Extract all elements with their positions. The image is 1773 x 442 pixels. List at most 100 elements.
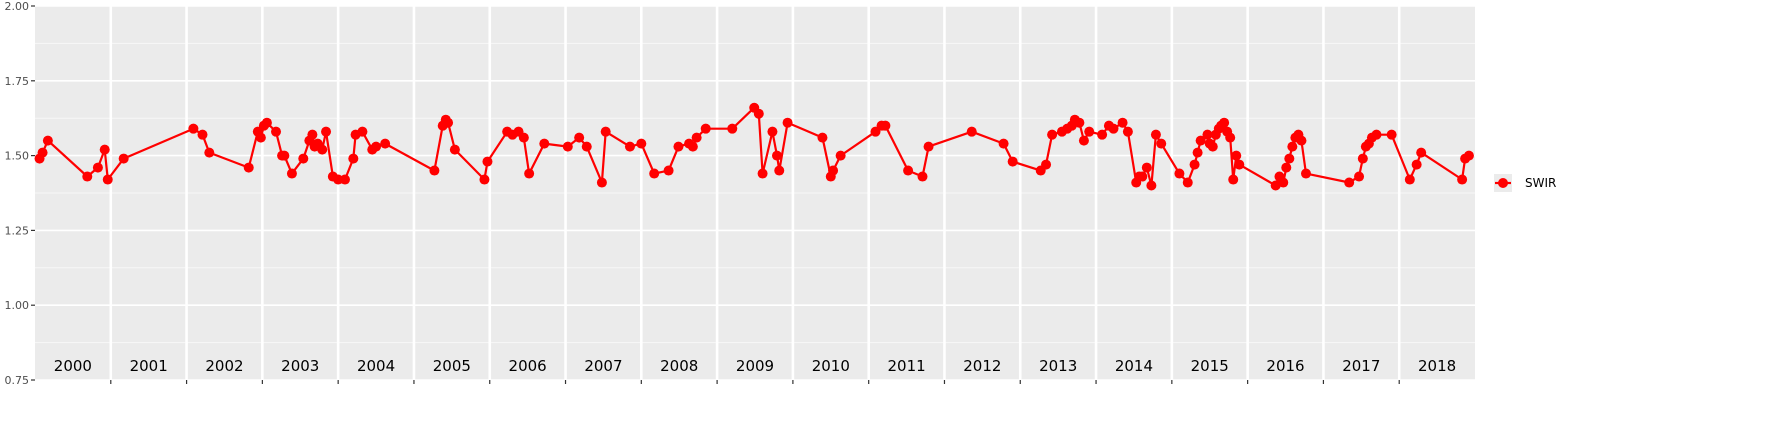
series-layer [34, 102, 1474, 191]
data-point [1150, 129, 1161, 140]
data-point [757, 168, 768, 179]
data-point [82, 171, 93, 182]
data-point [482, 156, 493, 167]
data-point [1137, 171, 1148, 182]
data-point [1195, 135, 1206, 146]
data-point [99, 144, 110, 155]
data-point [771, 150, 782, 161]
year-labels: 2000 2001 2002 2003 2004 2005 2006 2007 2008 2009… [54, 357, 1456, 375]
data-point [286, 168, 297, 179]
data-point [1411, 159, 1422, 170]
data-point [880, 120, 891, 131]
data-point [429, 165, 440, 176]
data-point [574, 132, 585, 143]
legend-key-point [1498, 178, 1508, 188]
data-point [903, 165, 914, 176]
data-point [1354, 171, 1365, 182]
data-point [1357, 153, 1368, 164]
major-gridlines [35, 5, 1475, 381]
data-point [1457, 174, 1468, 185]
data-point [348, 153, 359, 164]
data-point [1371, 129, 1382, 140]
data-point [1300, 168, 1311, 179]
data-point [600, 126, 611, 137]
data-point [479, 174, 490, 185]
data-point [774, 165, 785, 176]
data-point [92, 162, 103, 173]
data-point [1296, 135, 1307, 146]
year-label: 2007 [584, 357, 622, 375]
minor-gridlines [35, 42, 1475, 344]
data-point [1225, 132, 1236, 143]
data-point [443, 117, 454, 128]
data-point [727, 123, 738, 134]
legend: SWIR [1494, 174, 1556, 192]
data-point [998, 138, 1009, 149]
year-label: 2002 [205, 357, 243, 375]
data-point [42, 135, 53, 146]
data-point [1074, 117, 1085, 128]
year-label: 2013 [1039, 357, 1077, 375]
data-point [1344, 177, 1355, 188]
data-point [118, 153, 129, 164]
data-point [204, 147, 215, 158]
data-point [255, 132, 266, 143]
data-point [307, 129, 318, 140]
data-point [562, 141, 573, 152]
legend-label: SWIR [1525, 176, 1556, 190]
year-label: 2000 [54, 357, 92, 375]
data-point [357, 126, 368, 137]
data-point [243, 162, 254, 173]
y-tick-label: 1.75 [5, 75, 30, 88]
data-point [197, 129, 208, 140]
data-point [1270, 180, 1281, 191]
data-point [923, 141, 934, 152]
data-point [1228, 174, 1239, 185]
y-tick-label: 2.00 [5, 0, 30, 13]
year-dividers [109, 6, 1401, 380]
data-point [279, 150, 290, 161]
data-point [767, 126, 778, 137]
data-point [663, 165, 674, 176]
year-label: 2017 [1342, 357, 1380, 375]
year-label: 2003 [281, 357, 319, 375]
data-point [524, 168, 535, 179]
data-point [1416, 147, 1427, 158]
data-point [1234, 159, 1245, 170]
data-point [1219, 117, 1230, 128]
data-point [1122, 126, 1133, 137]
year-label: 2012 [963, 357, 1001, 375]
data-point [371, 141, 382, 152]
data-point [188, 123, 199, 134]
data-point [624, 141, 635, 152]
data-point [37, 147, 48, 158]
data-point [1463, 150, 1474, 161]
data-point [636, 138, 647, 149]
data-point [1182, 177, 1193, 188]
data-point [1202, 129, 1213, 140]
data-point [339, 174, 350, 185]
data-point [380, 138, 391, 149]
year-label: 2016 [1266, 357, 1304, 375]
data-point [1231, 150, 1242, 161]
data-point [1189, 159, 1200, 170]
year-label: 2018 [1418, 357, 1456, 375]
year-label: 2015 [1191, 357, 1229, 375]
year-label: 2005 [433, 357, 471, 375]
data-point [271, 126, 282, 137]
data-point [782, 117, 793, 128]
y-axis: 0.75 1.00 1.25 1.50 1.75 2.00 [5, 0, 35, 387]
data-point [261, 117, 272, 128]
data-point [317, 144, 328, 155]
data-point [1146, 180, 1157, 191]
year-label: 2010 [812, 357, 850, 375]
data-point [687, 141, 698, 152]
data-point [1117, 117, 1128, 128]
y-tick-label: 1.50 [5, 150, 30, 163]
data-point [700, 123, 711, 134]
data-point [321, 126, 332, 137]
series-swir [34, 102, 1474, 191]
data-point [1097, 129, 1108, 140]
data-point [828, 165, 839, 176]
data-point [1007, 156, 1018, 167]
